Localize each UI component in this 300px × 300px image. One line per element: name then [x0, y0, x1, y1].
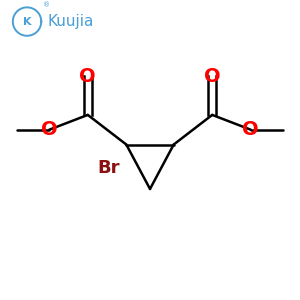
Text: Kuujia: Kuujia — [47, 14, 94, 29]
Text: Br: Br — [97, 159, 120, 177]
Text: ®: ® — [43, 3, 50, 9]
Text: O: O — [204, 67, 220, 86]
Text: O: O — [242, 120, 259, 139]
Text: O: O — [41, 120, 58, 139]
Text: O: O — [80, 67, 96, 86]
Text: K: K — [23, 16, 31, 27]
